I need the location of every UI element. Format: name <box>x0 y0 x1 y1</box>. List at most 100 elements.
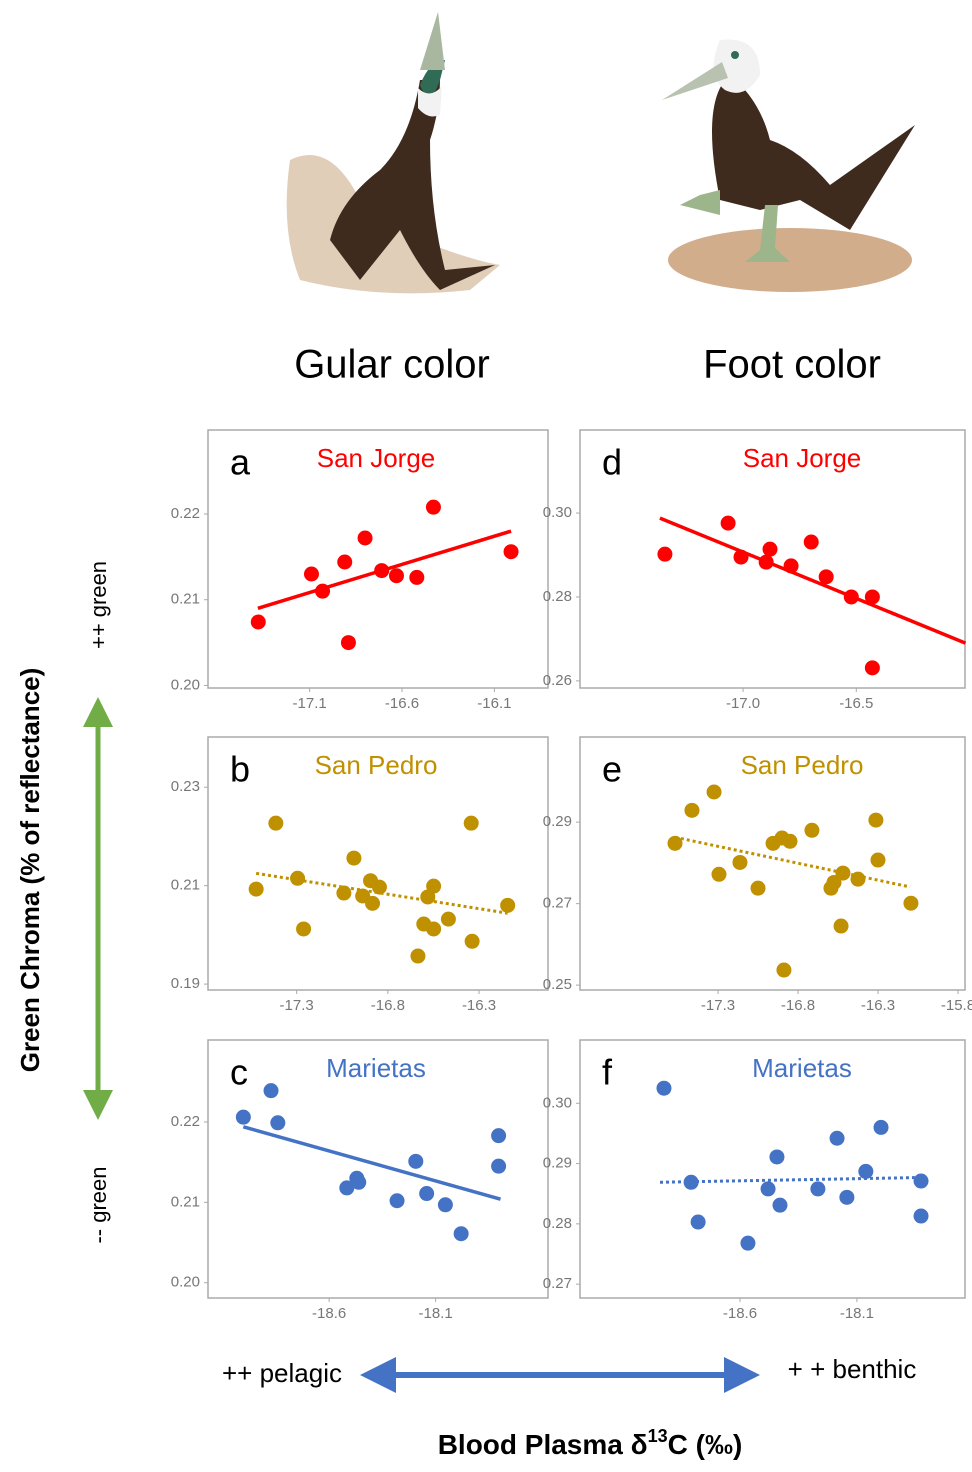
column-title: Foot color <box>703 343 881 387</box>
data-point <box>426 921 441 936</box>
data-point <box>691 1215 706 1230</box>
data-point <box>865 660 880 675</box>
y-tick-label: 0.22 <box>171 505 200 522</box>
trend-line <box>243 1127 500 1199</box>
bird-foot-illustration <box>662 39 915 292</box>
panel-label: f <box>602 1052 613 1093</box>
data-point <box>351 1175 366 1190</box>
y-axis-label: Green Chroma (% of reflectance) <box>15 668 45 1073</box>
data-point <box>264 1083 279 1098</box>
y-tick-label: 0.30 <box>543 504 572 521</box>
data-point <box>783 834 798 849</box>
data-point <box>874 1120 889 1135</box>
x-axis-label: Blood Plasma δ13C (‰) <box>438 1426 743 1461</box>
data-point <box>337 555 352 570</box>
x-tick-label: -16.3 <box>462 997 496 1014</box>
panel-title: San Jorge <box>317 443 436 473</box>
x-tick-label: -16.6 <box>385 695 419 712</box>
data-point <box>426 879 441 894</box>
panel-title: Marietas <box>752 1053 852 1083</box>
x-tick-label: -17.0 <box>726 695 760 712</box>
x-tick-label: -18.6 <box>723 1305 757 1322</box>
data-point <box>426 500 441 515</box>
data-point <box>372 880 387 895</box>
data-point <box>341 635 356 650</box>
data-point <box>858 1164 873 1179</box>
data-point <box>711 867 726 882</box>
data-point <box>839 1190 854 1205</box>
x-tick-label: -17.3 <box>701 997 735 1014</box>
data-point <box>772 1198 787 1213</box>
data-point <box>763 542 778 557</box>
data-point <box>776 963 791 978</box>
y-tick-label: 0.25 <box>543 976 572 993</box>
bird-gular-illustration <box>287 12 500 293</box>
data-point <box>296 921 311 936</box>
panel-label: d <box>602 442 622 483</box>
data-point <box>410 949 425 964</box>
data-point <box>365 896 380 911</box>
data-point <box>830 1131 845 1146</box>
data-point <box>804 535 819 550</box>
figure: Gular color Foot color Green Chroma (% o… <box>0 0 972 1467</box>
panel-label: b <box>230 749 250 790</box>
data-point <box>336 886 351 901</box>
x-label-superscript: 13 <box>648 1426 668 1446</box>
x-tick-label: -16.1 <box>477 695 511 712</box>
x-tick-label: -16.8 <box>781 997 815 1014</box>
data-point <box>304 567 319 582</box>
y-tick-label: 0.23 <box>171 778 200 795</box>
panel-title: San Pedro <box>315 750 438 780</box>
y-tick-label: 0.19 <box>171 975 200 992</box>
trend-line <box>258 531 511 608</box>
data-point <box>358 531 373 546</box>
data-point <box>868 813 883 828</box>
data-point <box>390 1193 405 1208</box>
trend-line <box>256 873 508 913</box>
data-point <box>441 912 456 927</box>
data-point <box>870 853 885 868</box>
data-point <box>656 1081 671 1096</box>
x-tick-label: -17.1 <box>293 695 327 712</box>
y-tick-label: 0.26 <box>543 672 572 689</box>
y-tick-label: 0.22 <box>171 1113 200 1130</box>
trend-line <box>660 1177 925 1182</box>
data-point <box>389 568 404 583</box>
panel-title: San Pedro <box>741 750 864 780</box>
data-point <box>408 1154 423 1169</box>
x-tick-label: -16.3 <box>861 997 895 1014</box>
y-tick-label: 0.20 <box>171 1274 200 1291</box>
y-tick-label: 0.29 <box>543 1155 572 1172</box>
data-point <box>657 547 672 562</box>
y-annotation: ++ green <box>86 561 111 649</box>
data-point <box>409 570 424 585</box>
y-tick-label: 0.27 <box>543 895 572 912</box>
data-point <box>914 1174 929 1189</box>
y-annotation: -- green <box>86 1166 111 1243</box>
data-point <box>465 934 480 949</box>
x-tick-label: -16.5 <box>839 695 873 712</box>
data-point <box>903 896 918 911</box>
data-point <box>268 816 283 831</box>
y-tick-label: 0.20 <box>171 676 200 693</box>
y-tick-label: 0.21 <box>171 591 200 608</box>
y-tick-label: 0.28 <box>543 1215 572 1232</box>
x-tick-label: -15.8 <box>941 997 972 1014</box>
data-point <box>810 1181 825 1196</box>
panel-label: c <box>230 1052 248 1093</box>
x-tick-label: -18.6 <box>312 1305 346 1322</box>
data-point <box>504 544 519 559</box>
data-point <box>419 1186 434 1201</box>
data-point <box>236 1110 251 1125</box>
data-point <box>438 1197 453 1212</box>
data-point <box>464 816 479 831</box>
data-point <box>804 823 819 838</box>
column-title: Gular color <box>294 343 490 387</box>
panel-label: e <box>602 749 622 790</box>
y-tick-label: 0.30 <box>543 1094 572 1111</box>
data-point <box>270 1115 285 1130</box>
data-point <box>491 1159 506 1174</box>
data-point <box>914 1209 929 1224</box>
data-point <box>751 881 766 896</box>
data-point <box>500 898 515 913</box>
